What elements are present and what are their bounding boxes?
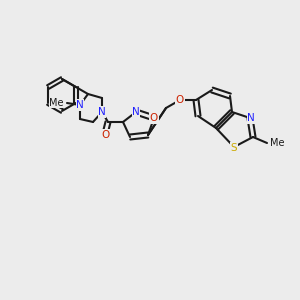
Text: O: O (101, 130, 109, 140)
Text: N: N (98, 107, 106, 117)
Text: Me: Me (270, 138, 284, 148)
Text: O: O (176, 95, 184, 105)
Text: N: N (132, 107, 140, 117)
Text: Me: Me (50, 98, 64, 108)
Text: S: S (231, 143, 237, 153)
Text: N: N (247, 113, 255, 123)
Text: O: O (150, 113, 158, 123)
Text: N: N (76, 100, 84, 110)
